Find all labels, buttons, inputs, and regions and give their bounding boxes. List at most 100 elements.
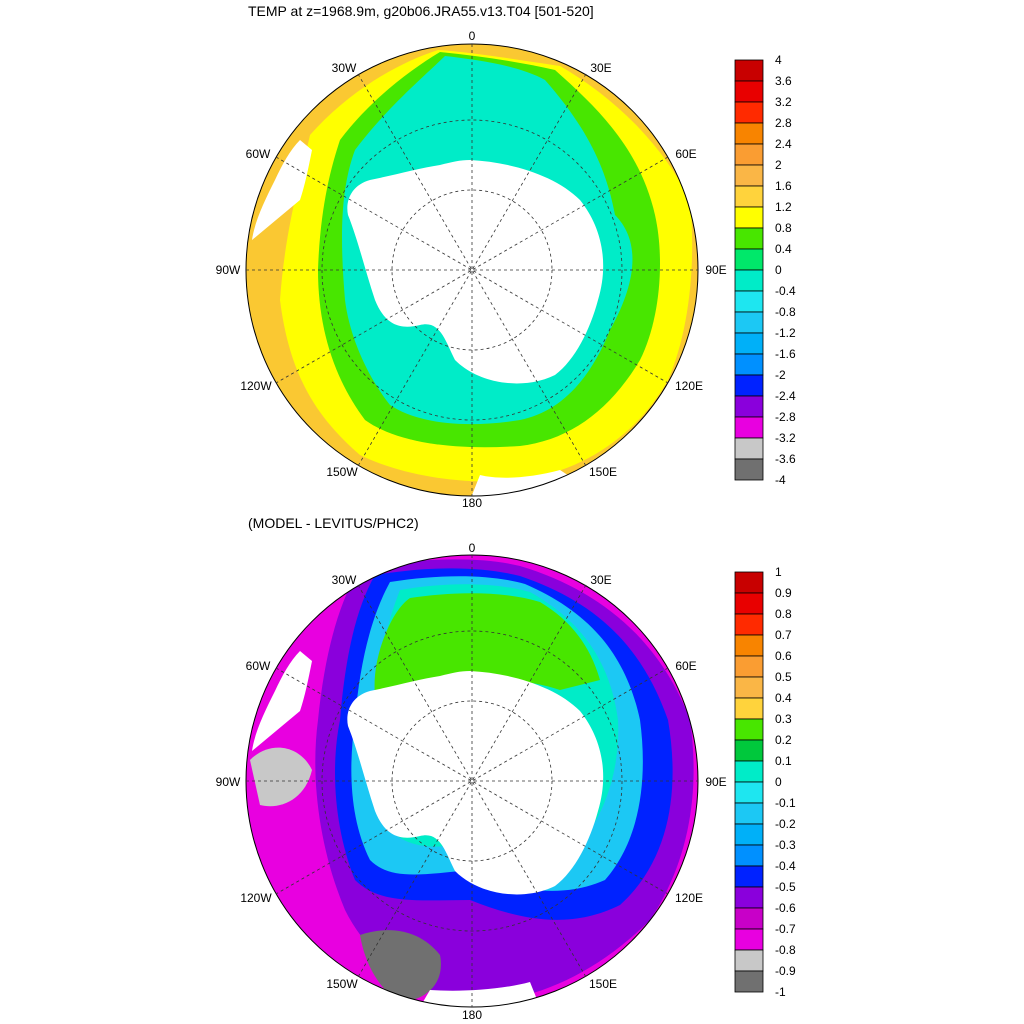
bottom-lon-label: 30E [590,573,611,587]
bottom-map-title: (MODEL - LEVITUS/PHC2) [248,515,419,531]
colorbar-tick-label: 2.4 [775,137,792,151]
colorbar-tick-label: -0.6 [775,901,796,915]
colorbar-tick-label: 0.8 [775,221,792,235]
colorbar-swatch [734,80,764,103]
bottom-lon-label: 60W [246,659,271,673]
top-lon-label: 30E [590,61,611,75]
top-lon-label: 90E [705,263,726,277]
colorbar-swatch [734,886,764,909]
colorbar-swatch [734,634,764,657]
bottom-lon-label: 150E [589,977,617,991]
colorbar-swatch [734,718,764,741]
colorbar-swatch [734,353,764,376]
colorbar-tick-label: 3.2 [775,95,792,109]
colorbar-swatch [734,437,764,460]
top-lon-label: 150W [326,465,358,479]
colorbar-swatch [734,227,764,250]
colorbar-tick-label: 4 [775,53,782,67]
top-map-title: TEMP at z=1968.9m, g20b06.JRA55.v13.T04 … [248,3,594,19]
top-lon-label: 60W [246,147,271,161]
colorbar-tick-label: 3.6 [775,74,792,88]
colorbar-tick-label: -0.5 [775,880,796,894]
colorbar-tick-label: 0.1 [775,754,792,768]
colorbar-tick-label: -0.7 [775,922,796,936]
colorbar-tick-label: -0.3 [775,838,796,852]
colorbar-tick-label: 2.8 [775,116,792,130]
colorbar-tick-label: 0 [775,263,782,277]
bottom-graticule [246,555,698,1007]
colorbar-tick-label: 0.7 [775,628,792,642]
colorbar-tick-label: 1 [775,565,782,579]
colorbar-tick-label: 0.4 [775,242,792,256]
bottom-lon-label: 90W [216,775,241,789]
colorbar-swatch [734,269,764,292]
colorbar-swatch [734,592,764,615]
colorbar-swatch [734,101,764,124]
colorbar-tick-label: 0.8 [775,607,792,621]
colorbar-tick-label: -2.4 [775,389,796,403]
colorbar-tick-label: -0.4 [775,859,796,873]
bottom-south-america-land [252,651,312,751]
colorbar-swatch [734,697,764,720]
colorbar-tick-label: 0 [775,775,782,789]
colorbar-tick-label: 2 [775,158,782,172]
colorbar-tick-label: 1.6 [775,179,792,193]
colorbar-tick-label: 0.5 [775,670,792,684]
colorbar-swatch [734,185,764,208]
colorbar-swatch [734,59,764,82]
colorbar-tick-label: -4 [775,473,786,487]
colorbar-swatch [734,781,764,804]
bottom-lon-label: 180 [462,1008,482,1022]
bottom-polar-map: 0 30E 60E 90E 120E 150E 180 150W 120W 90… [216,541,727,1022]
colorbar-tick-label: -3.2 [775,431,796,445]
colorbar-tick-label: -1.2 [775,326,796,340]
colorbar-swatch [734,164,764,187]
colorbar-swatch [734,143,764,166]
colorbar-swatch [734,949,764,972]
top-lon-label: 120W [240,379,272,393]
colorbar-tick-label: 0.2 [775,733,792,747]
top-polar-map: 0 30E 60E 90E 120E 150E 180 150W 120W 90… [216,29,727,510]
top-lon-label: 180 [462,496,482,510]
colorbar-swatch [734,248,764,271]
colorbar-swatch [734,416,764,439]
colorbar-tick-label: 0.4 [775,691,792,705]
colorbar-swatch [734,571,764,594]
bottom-lon-label: 0 [469,541,476,555]
colorbar-swatch [734,760,764,783]
colorbar-swatch [734,802,764,825]
colorbar-tick-label: -2.8 [775,410,796,424]
colorbar-swatch [734,311,764,334]
top-south-america-land [252,140,312,240]
colorbar-swatch [734,458,764,481]
colorbar-tick-label: 0.6 [775,649,792,663]
colorbar-swatch [734,290,764,313]
bottom-lon-label: 120W [240,891,272,905]
colorbar-tick-label: -3.6 [775,452,796,466]
bottom-lon-label: 90E [705,775,726,789]
colorbar-swatch [734,928,764,951]
colorbar-swatch [734,613,764,636]
bottom-lon-label: 60E [675,659,696,673]
colorbar-tick-label: 0.3 [775,712,792,726]
top-lon-label: 0 [469,29,476,43]
colorbar-tick-label: 0.9 [775,586,792,600]
bottom-colorbar: 1 0.9 0.8 0.7 0.6 0.5 0.4 0.3 0.2 0.1 0 -0.1 -0.2 -0.… [734,565,796,999]
colorbar-swatch [734,823,764,846]
colorbar-swatch [734,865,764,888]
colorbar-swatch [734,374,764,397]
colorbar-swatch [734,206,764,229]
bottom-longitude-labels: 0 30E 60E 90E 120E 150E 180 150W 120W 90… [216,541,727,1022]
top-lon-label: 30W [332,61,357,75]
colorbar-swatch [734,844,764,867]
colorbar-tick-label: -0.1 [775,796,796,810]
bottom-australia-land [420,982,540,1007]
colorbar-swatch [734,655,764,678]
colorbar-swatch [734,676,764,699]
colorbar-swatch [734,395,764,418]
colorbar-tick-label: -0.9 [775,964,796,978]
colorbar-tick-label: -0.8 [775,943,796,957]
colorbar-swatch [734,970,764,993]
bottom-lon-label: 120E [675,891,703,905]
